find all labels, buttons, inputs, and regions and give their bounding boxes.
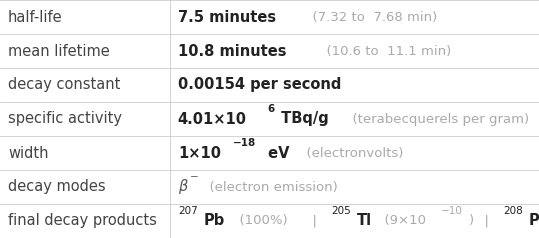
Text: 6: 6: [267, 104, 274, 114]
Text: −10: −10: [441, 206, 463, 216]
Text: eV: eV: [264, 145, 290, 160]
Text: (7.32 to  7.68 min): (7.32 to 7.68 min): [305, 10, 438, 24]
Text: Pb: Pb: [529, 213, 539, 228]
Text: 207: 207: [178, 206, 198, 216]
Text: specific activity: specific activity: [8, 111, 122, 127]
Text: −18: −18: [233, 138, 257, 148]
Text: Pb: Pb: [203, 213, 225, 228]
Text: 1×10: 1×10: [178, 145, 221, 160]
Text: |: |: [476, 214, 497, 228]
Text: Tl: Tl: [357, 213, 372, 228]
Text: decay modes: decay modes: [8, 179, 106, 194]
Text: 208: 208: [503, 206, 523, 216]
Text: β: β: [178, 179, 187, 194]
Text: 4.01×10: 4.01×10: [178, 111, 247, 127]
Text: decay constant: decay constant: [8, 78, 120, 93]
Text: (9×10: (9×10: [376, 214, 426, 228]
Text: (electronvolts): (electronvolts): [298, 147, 403, 159]
Text: mean lifetime: mean lifetime: [8, 44, 110, 59]
Text: 205: 205: [331, 206, 351, 216]
Text: (electron emission): (electron emission): [201, 180, 338, 193]
Text: (10.6 to  11.1 min): (10.6 to 11.1 min): [318, 45, 451, 58]
Text: 0.00154 per second: 0.00154 per second: [178, 78, 341, 93]
Text: width: width: [8, 145, 49, 160]
Text: TBq/g: TBq/g: [277, 111, 329, 127]
Text: (terabecquerels per gram): (terabecquerels per gram): [344, 113, 529, 125]
Text: |: |: [304, 214, 325, 228]
Text: (100%): (100%): [231, 214, 287, 228]
Text: ): ): [469, 214, 474, 228]
Text: final decay products: final decay products: [8, 213, 157, 228]
Text: 10.8 minutes: 10.8 minutes: [178, 44, 286, 59]
Text: half-life: half-life: [8, 10, 63, 25]
Text: 7.5 minutes: 7.5 minutes: [178, 10, 276, 25]
Text: −: −: [190, 172, 199, 182]
